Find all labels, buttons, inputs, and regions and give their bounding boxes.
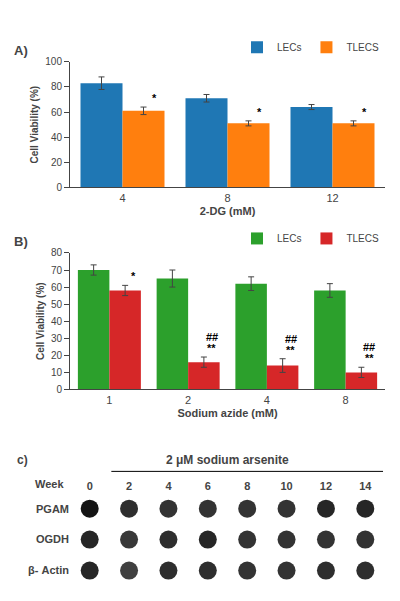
svg-text:Cell Viability (%): Cell Viability (%) xyxy=(29,86,40,164)
svg-text:##: ## xyxy=(363,341,375,353)
svg-text:14: 14 xyxy=(359,480,372,492)
svg-text:2: 2 xyxy=(185,394,191,406)
svg-text:40: 40 xyxy=(51,316,63,327)
svg-text:OGDH: OGDH xyxy=(36,533,69,545)
svg-text:70: 70 xyxy=(51,265,63,276)
svg-text:PGAM: PGAM xyxy=(36,503,69,515)
svg-text:60: 60 xyxy=(51,282,63,293)
svg-text:4: 4 xyxy=(119,192,125,204)
svg-text:**: ** xyxy=(286,344,295,356)
svg-text:80: 80 xyxy=(51,247,63,258)
svg-text:**: ** xyxy=(207,342,216,354)
svg-text:Cell Viability (%): Cell Viability (%) xyxy=(35,282,46,360)
svg-text:40: 40 xyxy=(51,132,63,143)
svg-text:*: * xyxy=(362,106,367,118)
svg-text:c): c) xyxy=(17,453,28,467)
svg-text:8: 8 xyxy=(244,480,250,492)
svg-text:10: 10 xyxy=(51,367,63,378)
svg-text:B): B) xyxy=(14,234,28,249)
svg-text:8: 8 xyxy=(224,192,230,204)
svg-text:10: 10 xyxy=(280,480,292,492)
svg-text:##: ## xyxy=(285,333,297,345)
svg-text:8: 8 xyxy=(343,394,349,406)
svg-text:30: 30 xyxy=(51,333,63,344)
svg-text:4: 4 xyxy=(165,480,172,492)
svg-text:80: 80 xyxy=(51,81,63,92)
svg-text:60: 60 xyxy=(51,107,63,118)
svg-text:12: 12 xyxy=(320,480,332,492)
svg-text:Sodium azide (mM): Sodium azide (mM) xyxy=(177,407,278,419)
svg-text:20: 20 xyxy=(51,157,63,168)
svg-text:0: 0 xyxy=(87,480,93,492)
svg-text:50: 50 xyxy=(51,299,63,310)
svg-text:**: ** xyxy=(365,352,374,364)
svg-text:*: * xyxy=(257,106,262,118)
svg-text:TLECS: TLECS xyxy=(346,42,379,53)
svg-text:*: * xyxy=(152,92,157,104)
svg-text:LECs: LECs xyxy=(277,233,301,244)
svg-text:2: 2 xyxy=(126,480,132,492)
svg-text:2 μM sodium arsenite: 2 μM sodium arsenite xyxy=(166,453,289,467)
svg-text:2-DG (mM): 2-DG (mM) xyxy=(200,205,256,217)
svg-text:6: 6 xyxy=(205,480,211,492)
svg-text:4: 4 xyxy=(264,394,270,406)
svg-text:100: 100 xyxy=(45,56,62,67)
svg-text:LECs: LECs xyxy=(277,42,301,53)
svg-text:Week: Week xyxy=(35,478,64,490)
svg-text:0: 0 xyxy=(56,384,62,395)
svg-text:TLECS: TLECS xyxy=(346,233,379,244)
svg-text:*: * xyxy=(131,270,136,282)
svg-text:12: 12 xyxy=(326,192,338,204)
svg-text:1: 1 xyxy=(106,394,112,406)
svg-text:β- Actin: β- Actin xyxy=(28,564,69,576)
svg-text:0: 0 xyxy=(56,182,62,193)
svg-text:20: 20 xyxy=(51,350,63,361)
svg-text:A): A) xyxy=(14,43,28,58)
svg-text:##: ## xyxy=(206,331,218,343)
